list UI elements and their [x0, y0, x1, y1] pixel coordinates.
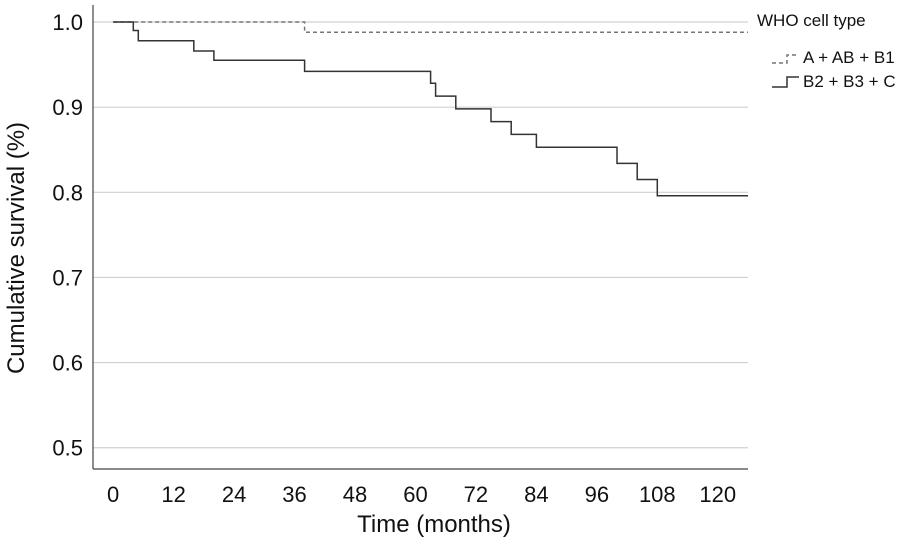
x-tick-label: 72	[464, 482, 488, 507]
x-tick-label: 96	[585, 482, 609, 507]
x-tick-label: 36	[282, 482, 306, 507]
y-axis-title: Cumulative survival (%)	[3, 122, 30, 374]
x-tick-label: 0	[107, 482, 119, 507]
x-tick-label: 12	[161, 482, 185, 507]
x-tick-label: 108	[639, 482, 676, 507]
series-line-1	[113, 21, 748, 33]
x-tick-label: 48	[343, 482, 367, 507]
y-tick-label: 0.6	[52, 351, 83, 376]
legend: WHO cell type A + AB + B1 B2 + B3 + C	[757, 11, 896, 91]
x-tick-label: 60	[403, 482, 427, 507]
legend-title: WHO cell type	[757, 11, 866, 30]
y-tick-label: 1.0	[52, 10, 83, 35]
legend-symbol-solid	[772, 76, 799, 88]
y-tick-label: 0.8	[52, 180, 83, 205]
series-line-2	[113, 21, 748, 197]
legend-label-series-1: A + AB + B1	[803, 48, 895, 67]
y-tick-label: 0.7	[52, 265, 83, 290]
y-tick-label: 0.5	[52, 436, 83, 461]
y-tick-label: 0.9	[52, 95, 83, 120]
grid-lines	[93, 21, 748, 449]
x-tick-label: 84	[524, 482, 548, 507]
x-tick-label: 120	[699, 482, 736, 507]
x-tick-label: 24	[222, 482, 246, 507]
x-axis-title: Time (months)	[357, 511, 511, 538]
legend-symbol-dashed	[772, 54, 799, 64]
series-layer	[113, 21, 748, 197]
axes	[92, 5, 748, 470]
legend-label-series-2: B2 + B3 + C	[803, 72, 896, 91]
tick-labels: 0.5 0.6 0.7 0.8 0.9 1.0 0 12 24 36 48 60 72 84 96 108 12…	[52, 10, 736, 507]
